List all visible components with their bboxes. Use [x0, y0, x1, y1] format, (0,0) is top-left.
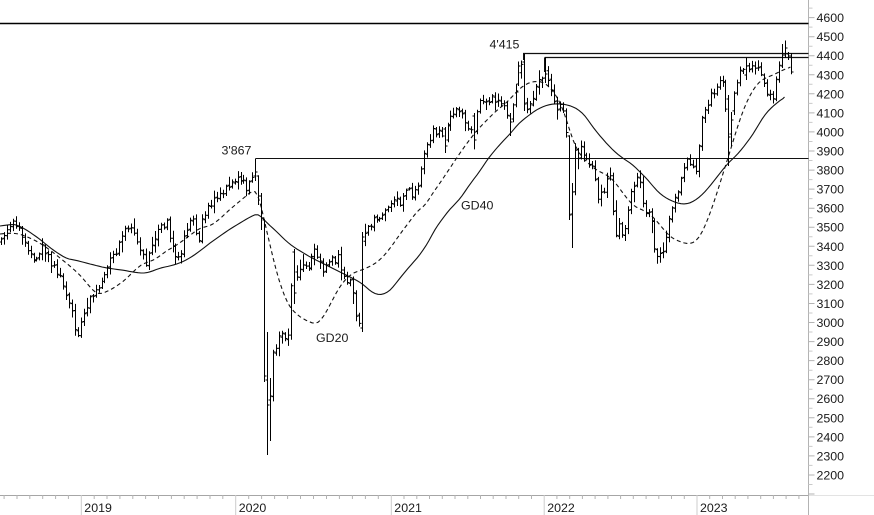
svg-text:2600: 2600 [817, 392, 845, 406]
svg-text:3700: 3700 [817, 183, 845, 197]
svg-text:2200: 2200 [817, 469, 845, 483]
svg-text:2023: 2023 [700, 501, 728, 515]
svg-text:2800: 2800 [817, 354, 845, 368]
svg-text:4500: 4500 [817, 30, 845, 44]
svg-text:2020: 2020 [239, 501, 267, 515]
svg-text:4600: 4600 [817, 11, 845, 25]
svg-text:3300: 3300 [817, 259, 845, 273]
svg-text:3100: 3100 [817, 297, 845, 311]
svg-text:2300: 2300 [817, 449, 845, 463]
svg-text:2900: 2900 [817, 335, 845, 349]
svg-text:3000: 3000 [817, 316, 845, 330]
svg-text:4300: 4300 [817, 68, 845, 82]
svg-text:3200: 3200 [817, 278, 845, 292]
svg-text:GD40: GD40 [461, 199, 493, 213]
svg-text:2700: 2700 [817, 373, 845, 387]
svg-text:3'867: 3'867 [222, 144, 252, 158]
svg-text:3800: 3800 [817, 164, 845, 178]
svg-text:4'415: 4'415 [490, 37, 520, 51]
svg-text:2021: 2021 [394, 501, 422, 515]
svg-text:4200: 4200 [817, 87, 845, 101]
svg-text:4000: 4000 [817, 125, 845, 139]
svg-text:2400: 2400 [817, 430, 845, 444]
svg-text:GD20: GD20 [316, 331, 348, 345]
svg-text:2500: 2500 [817, 411, 845, 425]
svg-text:3500: 3500 [817, 221, 845, 235]
svg-text:3400: 3400 [817, 240, 845, 254]
svg-text:4400: 4400 [817, 49, 845, 63]
svg-text:2019: 2019 [84, 501, 112, 515]
svg-text:3900: 3900 [817, 145, 845, 159]
svg-text:2022: 2022 [547, 501, 575, 515]
svg-text:4100: 4100 [817, 106, 845, 120]
svg-text:3600: 3600 [817, 202, 845, 216]
